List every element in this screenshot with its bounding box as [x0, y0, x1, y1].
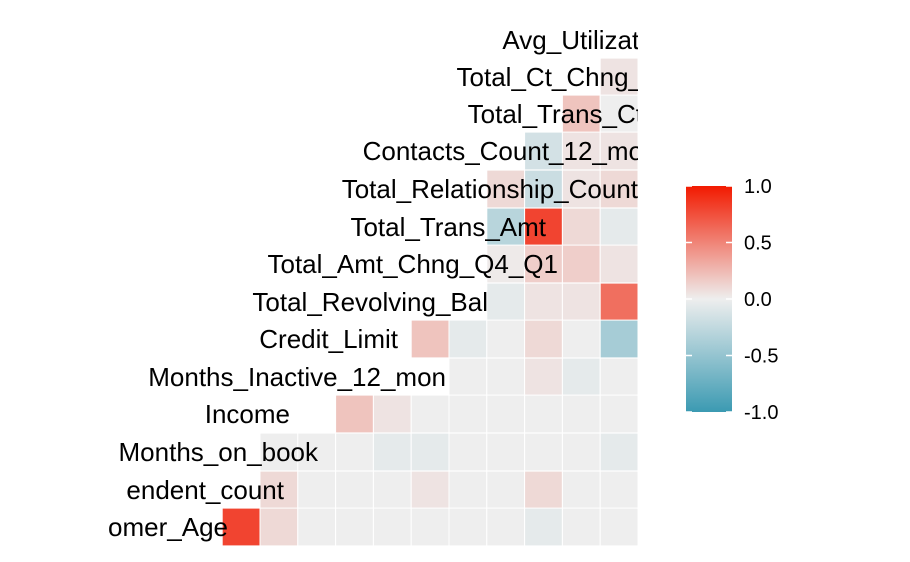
heatmap-cell — [486, 319, 526, 359]
heatmap-cell — [599, 394, 638, 434]
heatmap-cell — [599, 319, 638, 359]
heatmap-cell — [561, 357, 601, 397]
row-label: endent_count — [126, 475, 284, 505]
heatmap-row-labels: Avg_Utilizati Total_Ct_Chng_ Total_Trans_C… — [108, 25, 645, 542]
legend-tick-label: -0.5 — [744, 346, 778, 368]
heatmap-cell — [297, 470, 337, 510]
legend-tick-label: 0.5 — [744, 233, 772, 255]
heatmap-cell — [561, 207, 601, 247]
heatmap-cell — [372, 507, 412, 547]
row-label: Total_Relationship_Count — [342, 174, 639, 204]
legend-tick-label: 0.0 — [744, 289, 772, 311]
heatmap-cell — [599, 282, 638, 322]
heatmap-cell — [335, 432, 374, 472]
heatmap-cell — [221, 507, 261, 547]
heatmap-cell — [599, 432, 638, 472]
heatmap-cell — [259, 470, 299, 510]
heatmap-cell — [599, 169, 638, 209]
heatmap-cell — [486, 169, 526, 209]
legend-tick-label: 1.0 — [744, 176, 772, 198]
heatmap-cell — [561, 507, 601, 547]
heatmap-cell — [599, 94, 638, 134]
heatmap-cell — [410, 470, 450, 510]
heatmap-cell — [410, 394, 450, 434]
heatmap-cell — [448, 394, 488, 434]
heatmap-cell — [524, 394, 563, 434]
heatmap-cell — [599, 507, 638, 547]
heatmap-cell — [335, 470, 374, 510]
heatmap-cell — [259, 507, 299, 547]
heatmap-cell — [561, 470, 601, 510]
heatmap-cell — [524, 470, 563, 510]
heatmap-cell — [599, 357, 638, 397]
row-label: Income — [205, 399, 290, 429]
heatmap-cell — [410, 432, 450, 472]
heatmap-cell — [486, 432, 526, 472]
color-legend: 1.0 0.5 0.0 -0.5 -1.0 — [686, 176, 778, 424]
row-label: Total_Amt_Chng_Q4_Q1 — [267, 249, 558, 279]
heatmap-cell — [561, 319, 601, 359]
row-label: omer_Age — [108, 512, 228, 542]
heatmap-cell — [599, 470, 638, 510]
heatmap-cell — [486, 394, 526, 434]
heatmap-cell — [486, 282, 526, 322]
heatmap-cell — [524, 319, 563, 359]
heatmap-cell — [599, 207, 638, 247]
row-label: Credit_Limit — [259, 324, 398, 354]
heatmap-cell — [448, 357, 488, 397]
heatmap-cell — [486, 507, 526, 547]
heatmap-cell — [410, 319, 450, 359]
heatmap-cell — [561, 244, 601, 284]
heatmap-cell — [561, 432, 601, 472]
heatmap-cell — [448, 470, 488, 510]
row-label: Avg_Utilizati — [502, 25, 645, 55]
legend-color-bar — [686, 186, 732, 412]
heatmap-cell — [524, 282, 563, 322]
heatmap-cell — [561, 94, 601, 134]
row-label: Total_Trans_Amt — [350, 212, 546, 242]
heatmap-cell — [524, 357, 563, 397]
heatmap-cell — [448, 319, 488, 359]
heatmap-cell — [524, 244, 563, 284]
row-label: Months_Inactive_12_mon — [148, 362, 446, 392]
heatmap-cell — [561, 282, 601, 322]
heatmap-cell — [524, 507, 563, 547]
heatmap-cell — [599, 244, 638, 284]
heatmap-cell — [335, 507, 374, 547]
heatmap-cell — [524, 432, 563, 472]
heatmap-cell — [599, 57, 638, 97]
heatmap-cell — [372, 432, 412, 472]
row-label: Total_Revolving_Bal — [252, 287, 488, 317]
heatmap-cell — [486, 244, 526, 284]
heatmap-cell — [410, 507, 450, 547]
legend-tick-label: -1.0 — [744, 402, 778, 424]
heatmap-cell — [448, 432, 488, 472]
heatmap-cells — [221, 57, 638, 547]
heatmap-cell — [486, 207, 526, 247]
heatmap-cell — [372, 394, 412, 434]
heatmap-cell — [297, 507, 337, 547]
row-label: Months_on_book — [119, 437, 319, 467]
heatmap-cell — [486, 357, 526, 397]
heatmap-cell — [486, 470, 526, 510]
heatmap-cell — [372, 470, 412, 510]
row-label: Total_Trans_Ct — [468, 99, 644, 129]
heatmap-cell — [335, 394, 374, 434]
heatmap-cell — [561, 394, 601, 434]
heatmap-cell — [448, 507, 488, 547]
row-label: Total_Ct_Chng_ — [457, 62, 644, 92]
row-label: Contacts_Count_12_mo — [363, 136, 643, 166]
